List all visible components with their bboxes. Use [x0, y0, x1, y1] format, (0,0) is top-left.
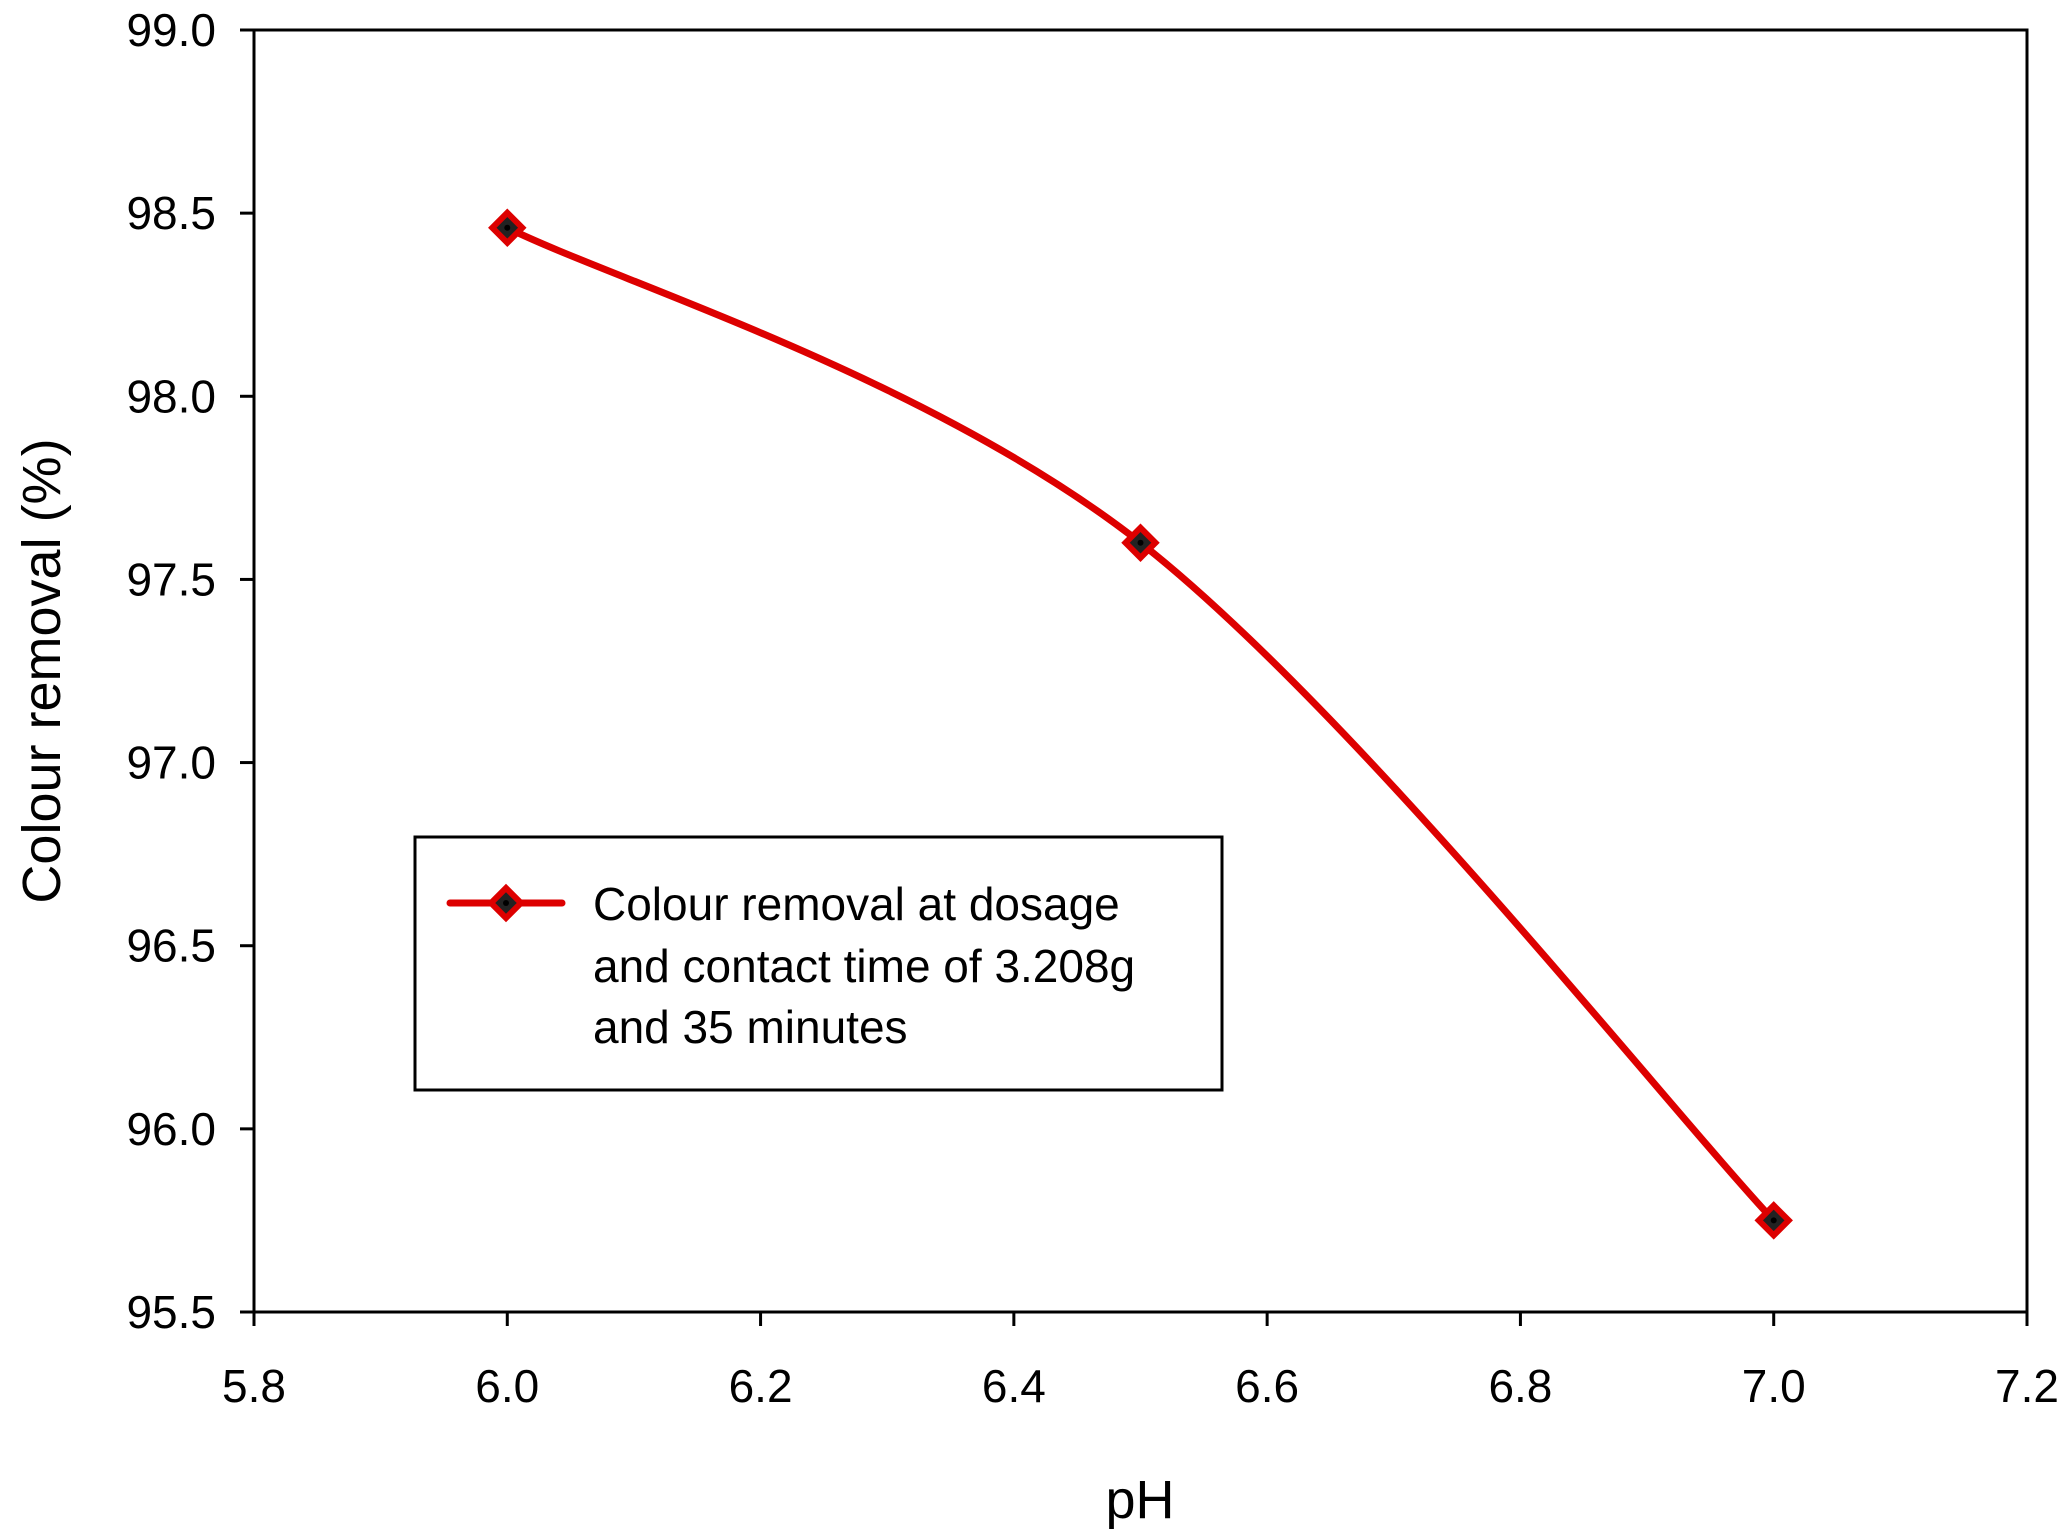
x-tick-label: 7.0 [1742, 1360, 1806, 1412]
y-axis-ticks: 95.5 96.0 96.5 97.0 97.5 98.0 98.5 99.0 [126, 4, 254, 1338]
y-tick-label: 96.0 [126, 1103, 216, 1155]
x-axis-ticks: 5.8 6.0 6.2 6.4 6.6 6.8 7.0 7.2 [222, 1312, 2059, 1412]
y-tick-label: 96.5 [126, 920, 216, 972]
plot-frame [252, 28, 2029, 1314]
data-point-center [504, 224, 511, 231]
legend: Colour removal at dosage and contact tim… [413, 835, 1224, 1092]
y-tick-label: 98.5 [126, 187, 216, 239]
y-tick-label: 98.0 [126, 370, 216, 422]
legend-box [413, 835, 1224, 1092]
legend-label-line-3: and 35 minutes [593, 1001, 908, 1053]
y-tick-label: 99.0 [126, 4, 216, 56]
x-axis-label: pH [1105, 1470, 1174, 1530]
x-tick-label: 6.8 [1488, 1360, 1552, 1412]
y-tick-label: 97.0 [126, 737, 216, 789]
data-point-center [1137, 539, 1144, 546]
x-tick-label: 7.2 [1995, 1360, 2059, 1412]
y-tick-label: 97.5 [126, 553, 216, 605]
x-tick-label: 6.0 [475, 1360, 539, 1412]
legend-label-line-2: and contact time of 3.208g [593, 940, 1135, 992]
data-point-center [1770, 1217, 1777, 1224]
legend-marker-center [503, 900, 509, 906]
data-markers [488, 208, 1793, 1240]
x-tick-label: 5.8 [222, 1360, 286, 1412]
y-tick-label: 95.5 [126, 1286, 216, 1338]
x-tick-label: 6.4 [982, 1360, 1046, 1412]
legend-label-line-1: Colour removal at dosage [593, 878, 1120, 930]
x-tick-label: 6.2 [729, 1360, 793, 1412]
x-tick-label: 6.6 [1235, 1360, 1299, 1412]
y-axis-label: Colour removal (%) [12, 438, 72, 903]
series-line [503, 224, 1778, 1224]
